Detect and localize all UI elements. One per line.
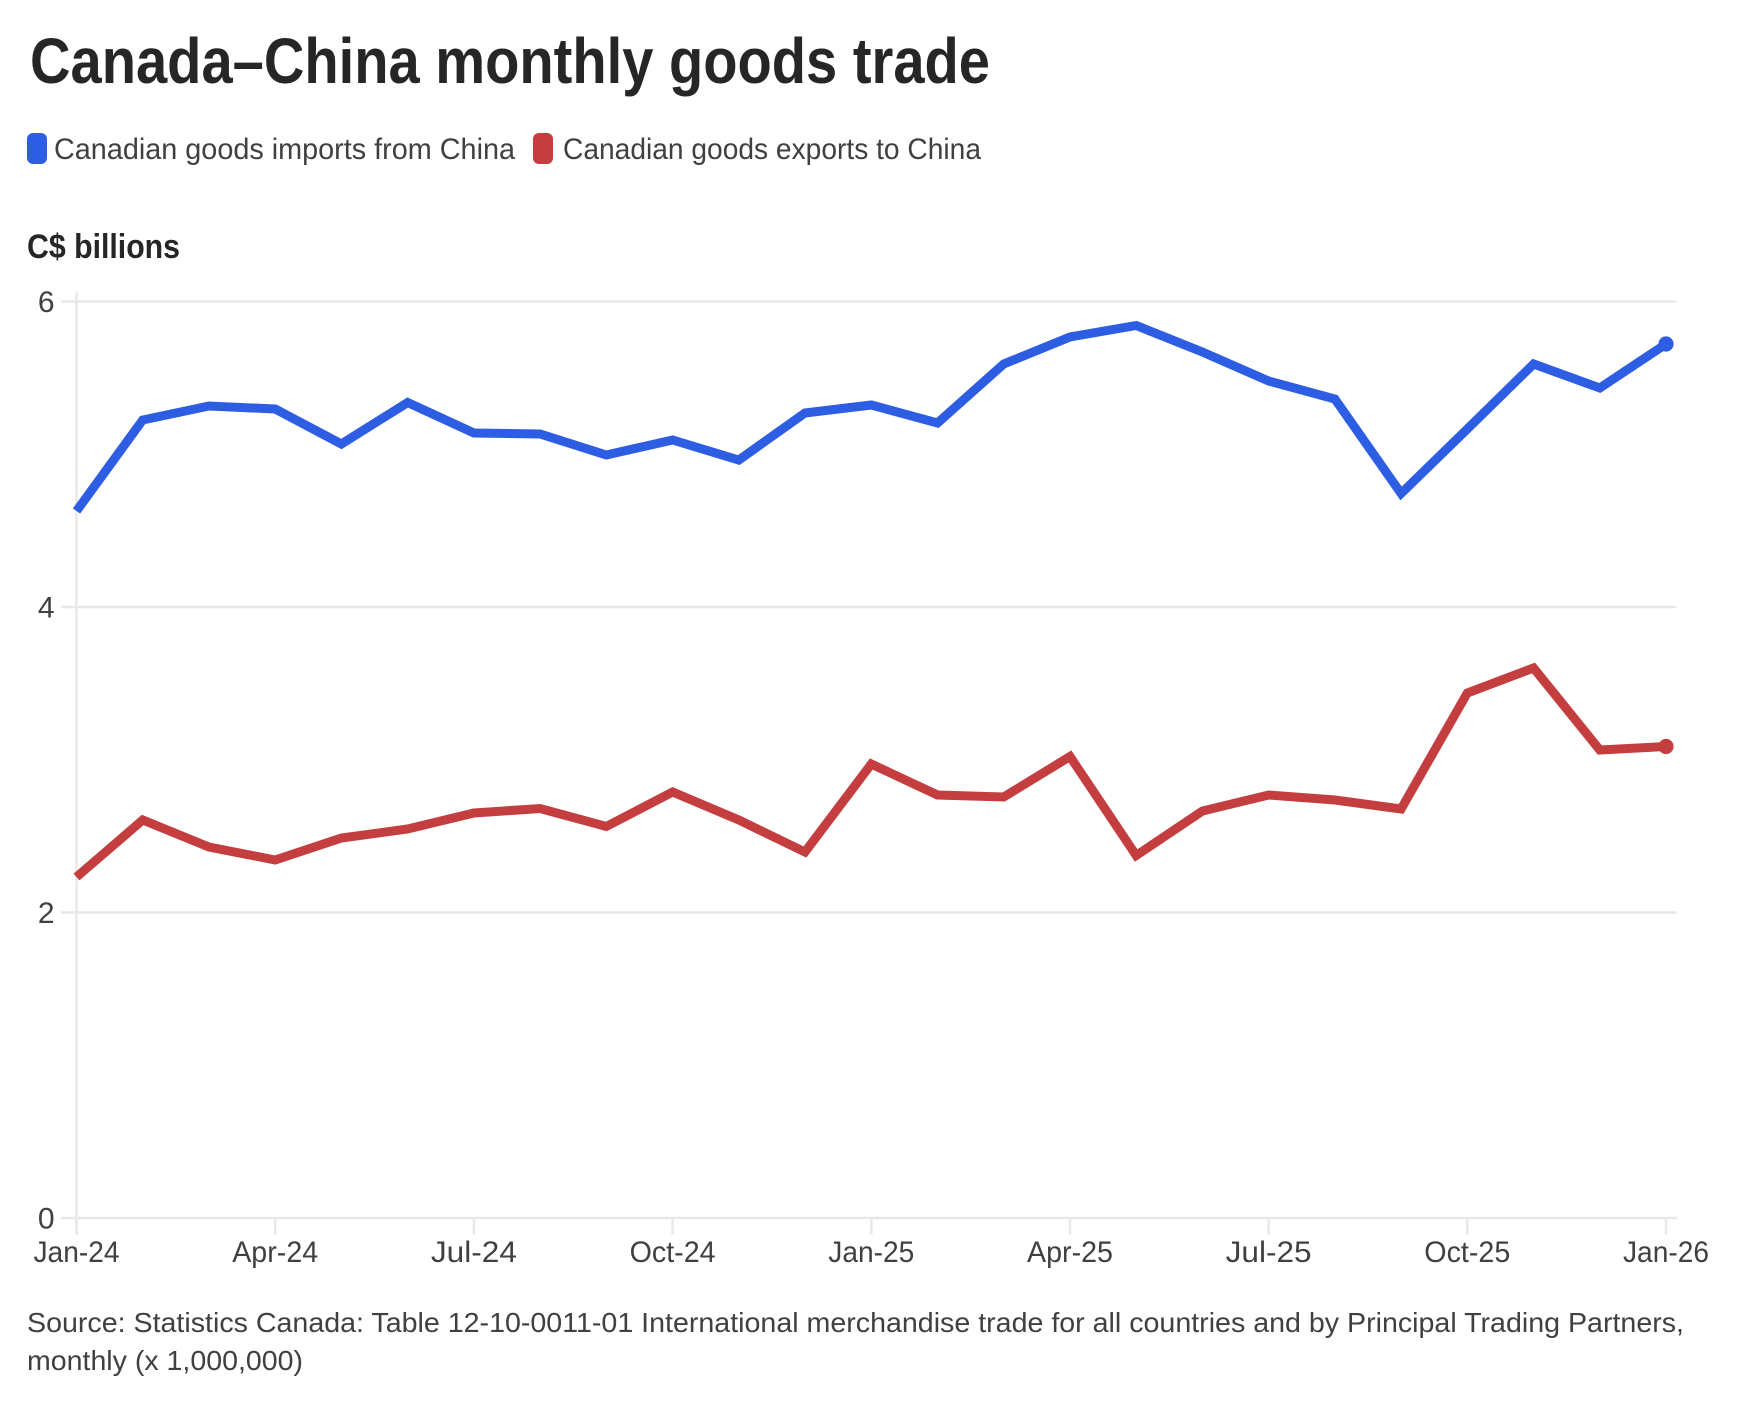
svg-text:Source: Statistics Canada: Tab: Source: Statistics Canada: Table 12-10-0…	[27, 1307, 1684, 1338]
svg-text:0: 0	[38, 1203, 55, 1236]
svg-text:2: 2	[38, 897, 55, 930]
svg-text:4: 4	[38, 592, 55, 625]
svg-text:Jan-24: Jan-24	[34, 1236, 120, 1269]
svg-text:Jul-24: Jul-24	[431, 1236, 517, 1269]
svg-text:6: 6	[38, 286, 55, 319]
svg-text:C$ billions: C$ billions	[27, 228, 180, 266]
svg-text:Canadian goods imports from Ch: Canadian goods imports from China	[54, 133, 515, 166]
svg-text:Canadian goods exports to Chin: Canadian goods exports to China	[563, 133, 981, 166]
svg-text:Jan-26: Jan-26	[1623, 1236, 1709, 1269]
svg-text:monthly (x 1,000,000): monthly (x 1,000,000)	[27, 1345, 303, 1376]
svg-text:Jan-25: Jan-25	[828, 1236, 914, 1269]
svg-text:Canada–China monthly goods tra: Canada–China monthly goods trade	[30, 25, 990, 97]
svg-text:Apr-25: Apr-25	[1027, 1236, 1113, 1269]
svg-text:Oct-25: Oct-25	[1424, 1236, 1510, 1269]
svg-text:Jul-25: Jul-25	[1226, 1236, 1312, 1269]
svg-text:Oct-24: Oct-24	[630, 1236, 716, 1269]
svg-text:Apr-24: Apr-24	[232, 1236, 318, 1269]
